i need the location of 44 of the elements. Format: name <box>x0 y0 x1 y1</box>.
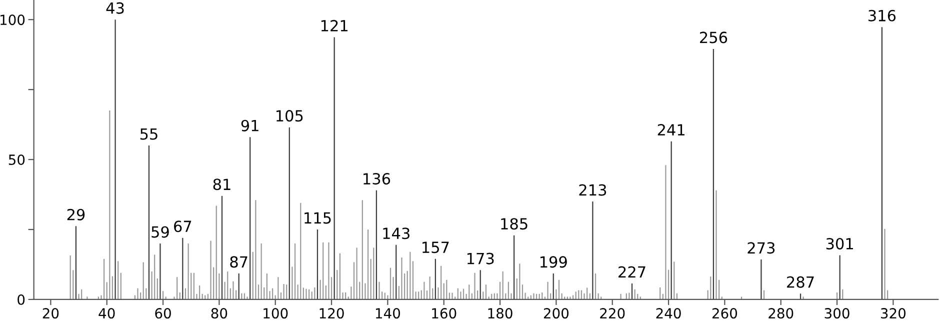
y-tick-label: 100 <box>0 14 25 26</box>
annotation: 55 <box>140 128 158 140</box>
x-tick-label: 120 <box>320 308 344 319</box>
annotation: 301 <box>826 238 853 250</box>
x-tick-label: 260 <box>712 308 738 319</box>
annotation: 185 <box>501 218 528 230</box>
annotation: 256 <box>700 32 728 44</box>
annotation: 136 <box>364 173 390 185</box>
x-tick-label: 240 <box>656 308 681 319</box>
annotation: 273 <box>748 242 775 254</box>
annotation: 173 <box>467 252 494 264</box>
annotation: 67 <box>174 220 192 232</box>
annotation: 316 <box>868 10 896 22</box>
x-tick-label: 40 <box>98 308 115 319</box>
annotation: 143 <box>383 228 410 240</box>
annotation: 157 <box>422 242 449 254</box>
annotation: 91 <box>241 120 258 132</box>
annotation: 227 <box>618 266 646 278</box>
annotation: 241 <box>658 124 684 136</box>
annotation: 105 <box>276 110 303 122</box>
annotation: 213 <box>579 184 606 196</box>
x-tick-label: 20 <box>42 308 59 319</box>
x-tick-label: 100 <box>264 308 288 319</box>
x-tick-label: 200 <box>544 308 569 319</box>
annotation: 81 <box>213 178 230 190</box>
annotation: 59 <box>152 226 169 238</box>
x-tick-label: 80 <box>211 308 228 319</box>
x-tick-label: 180 <box>488 308 512 319</box>
x-tick-label: 220 <box>600 308 625 319</box>
annotation: 115 <box>304 212 331 224</box>
x-tick-label: 300 <box>824 308 850 319</box>
x-tick-label: 320 <box>880 308 906 319</box>
x-tick-label: 60 <box>155 308 171 319</box>
annotation: 287 <box>787 276 814 288</box>
annotation: 87 <box>230 256 248 268</box>
y-tick-label: 50 <box>8 154 25 165</box>
annotation: 121 <box>321 20 348 32</box>
annotation: 199 <box>540 256 567 268</box>
x-tick-label: 280 <box>768 308 794 319</box>
x-tick-label: 160 <box>432 308 456 319</box>
x-tick-label: 140 <box>376 308 400 319</box>
y-tick-label: 0 <box>18 294 25 305</box>
annotation: 29 <box>67 208 85 220</box>
annotation: 43 <box>106 2 124 14</box>
